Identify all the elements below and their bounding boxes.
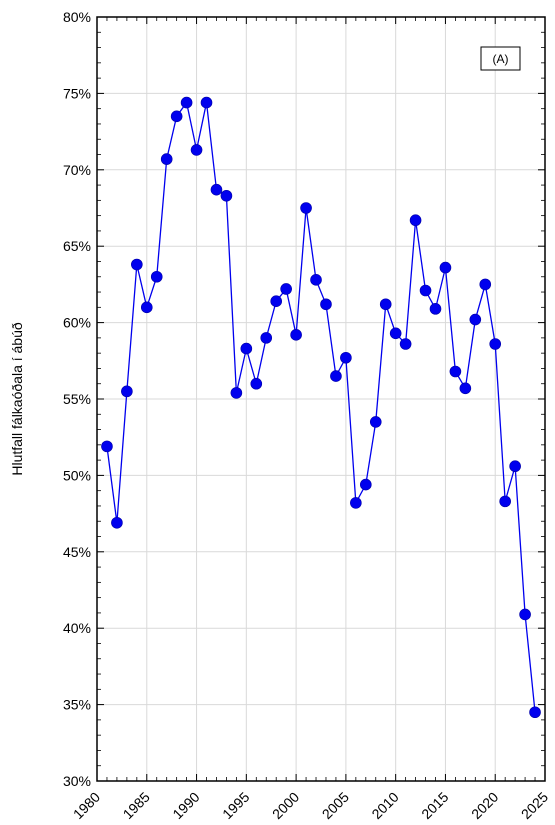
data-point [121,385,133,398]
data-point [340,351,352,364]
data-point [220,189,233,202]
data-point [369,416,382,428]
series [101,96,541,719]
data-point [479,278,492,291]
x-tick-label: 2020 [468,789,501,822]
data-point [280,283,292,295]
data-point [409,214,422,227]
y-tick-label: 35% [63,697,91,713]
y-tick-label: 75% [63,85,91,101]
data-point [459,382,472,395]
y-tick-label: 70% [63,162,91,178]
data-point [270,295,283,308]
data-point [359,478,372,491]
data-point [399,338,412,350]
y-axis-label: Hlutfall fálkaóðala í ábúð [9,322,25,476]
data-point [419,284,432,297]
data-point [200,96,213,109]
panel-tag-box: (A) [480,46,521,71]
y-tick-label: 50% [63,467,91,483]
data-point [170,110,183,123]
data-point [379,298,392,311]
data-point [131,258,143,271]
y-tick-label: 30% [63,773,91,789]
y-tick-label: 60% [63,315,91,331]
y-tick-labels: 30% 35% 40% 45% 50% 55% 60% 65% 70% 75% 80% [63,9,91,789]
data-point [439,261,452,274]
x-tick-label: 1990 [169,789,202,822]
data-point [150,270,163,283]
data-point [210,183,223,196]
x-tick-label: 2005 [319,789,352,822]
data-point [330,370,342,382]
data-point [290,329,302,341]
data-point [240,342,253,355]
x-tick-label: 2025 [518,789,551,822]
data-point [449,365,462,378]
x-tick-label: 1980 [70,789,103,822]
data-point [429,303,442,315]
y-tick-label: 45% [63,544,91,560]
data-point [469,313,482,326]
x-tick-label: 2000 [269,789,302,822]
data-point [509,460,521,473]
series-line [106,101,536,713]
data-point [160,153,173,165]
data-point [519,608,531,621]
data-point [230,387,243,399]
data-point [310,274,322,286]
x-tick-label: 1995 [219,789,252,822]
data-point [300,202,312,214]
data-point [260,332,273,344]
plot-frame [96,16,546,782]
data-point [250,377,263,390]
x-tick-label: 2015 [418,789,451,822]
data-point [140,301,153,314]
data-point [180,96,193,109]
x-tick-label: 1985 [120,789,153,822]
data-point [190,144,203,156]
grid [96,16,546,782]
data-point [350,497,362,509]
data-point [101,440,113,453]
data-point [389,327,402,340]
y-tick-label: 40% [63,620,91,636]
y-tick-label: 65% [63,238,91,254]
x-tick-label: 2010 [368,789,401,822]
y-tick-label: 55% [63,391,91,407]
x-tick-labels: 1980 1985 1990 1995 2000 2005 2010 2015 2020 2025 [70,789,551,822]
panel-tag: (A) [493,52,509,66]
data-point [529,706,541,719]
data-point [489,338,502,350]
y-tick-label: 80% [63,9,91,25]
data-point [111,516,123,529]
data-point [320,298,332,311]
data-point [499,495,511,508]
